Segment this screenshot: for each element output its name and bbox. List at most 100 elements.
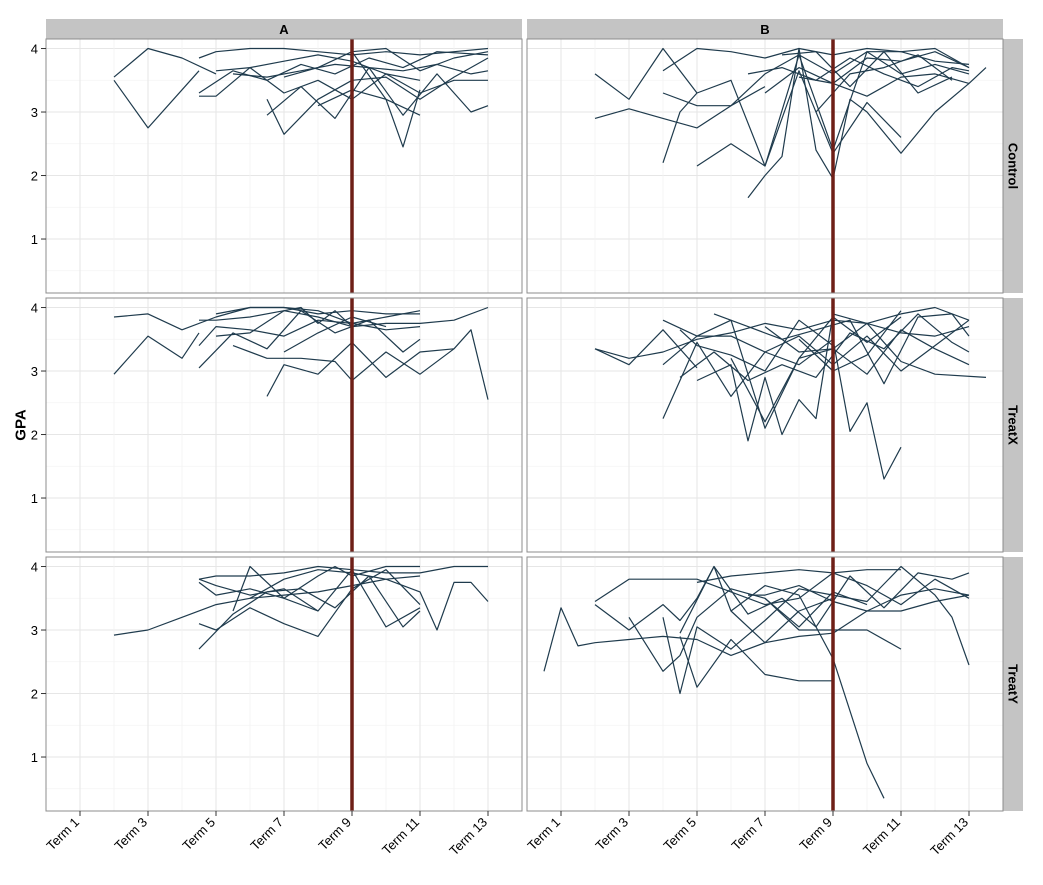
x-tick-label: Term 1 — [43, 815, 82, 854]
series-line — [679, 636, 833, 688]
series-line — [594, 47, 698, 100]
series-line — [198, 51, 489, 94]
y-tick-label: 3 — [31, 364, 38, 379]
y-tick-label: 1 — [31, 750, 38, 765]
series-line — [662, 565, 970, 695]
x-tick-label: Term 9 — [796, 815, 835, 854]
series-line — [351, 47, 489, 72]
x-tick-label: Term 9 — [315, 815, 354, 854]
x-tick-label: Term 5 — [179, 815, 218, 854]
panel — [526, 297, 1004, 553]
facet-label-col: A — [279, 22, 289, 37]
facet-label-col: B — [760, 22, 769, 37]
series-line — [713, 313, 970, 385]
x-tick-label: Term 13 — [927, 815, 971, 859]
series-line — [764, 326, 970, 375]
series-line — [199, 54, 421, 97]
series-line — [198, 319, 421, 347]
y-tick-label: 3 — [31, 105, 38, 120]
series-line — [730, 597, 834, 644]
panel — [45, 556, 523, 812]
series-line — [215, 306, 353, 337]
series-line — [232, 63, 489, 78]
y-tick-label: 4 — [31, 560, 38, 575]
series-line — [198, 578, 319, 612]
y-tick-label: 4 — [31, 301, 38, 316]
x-tick-label: Term 5 — [660, 815, 699, 854]
series-line — [594, 565, 885, 799]
x-tick-label: Term 11 — [860, 815, 903, 858]
x-tick-label: Term 3 — [111, 815, 150, 854]
y-tick-label: 2 — [31, 428, 38, 443]
series-line — [679, 319, 834, 372]
series-line — [747, 57, 970, 88]
series-line — [594, 86, 766, 129]
series-line — [662, 338, 902, 480]
series-line — [198, 569, 421, 638]
series-line — [232, 329, 489, 400]
series-line — [781, 51, 953, 94]
y-tick-label: 3 — [31, 623, 38, 638]
panel-border — [45, 297, 523, 553]
series-line — [283, 316, 387, 353]
x-tick-label: Term 7 — [728, 815, 767, 854]
series-line — [594, 329, 698, 369]
series-line — [232, 565, 420, 612]
series-line — [662, 319, 970, 429]
series-line — [594, 572, 970, 606]
series-line — [594, 306, 970, 359]
series-line — [730, 316, 902, 423]
x-tick-label: Term 13 — [446, 815, 490, 859]
series-line — [198, 565, 488, 580]
series-line — [198, 569, 421, 628]
panel-border — [526, 297, 1004, 553]
facet-label-row: TreatY — [1006, 664, 1021, 704]
series-line — [249, 569, 421, 599]
facet-strip-row — [1003, 298, 1023, 552]
series-line — [696, 569, 901, 583]
series-line — [628, 588, 902, 672]
x-tick-label: Term 3 — [592, 815, 631, 854]
series-line — [198, 47, 489, 59]
facet-strip-col — [46, 19, 522, 39]
facet-label-row: Control — [1006, 143, 1021, 189]
series-line — [798, 310, 902, 372]
series-line — [266, 66, 489, 120]
y-tick-label: 1 — [31, 491, 38, 506]
y-tick-label: 2 — [31, 687, 38, 702]
y-tick-label: 4 — [31, 42, 38, 57]
panel-border — [45, 38, 523, 294]
x-tick-label: Term 7 — [247, 815, 286, 854]
series-line — [113, 578, 489, 636]
panel — [526, 556, 1004, 812]
series-line — [696, 70, 902, 167]
series-line — [113, 47, 217, 78]
facet-strip-row — [1003, 39, 1023, 293]
series-line — [748, 584, 970, 612]
series-line — [215, 306, 421, 324]
series-line — [113, 332, 200, 375]
series-line — [266, 57, 489, 135]
series-line — [113, 70, 200, 129]
facet-strip-row — [1003, 557, 1023, 811]
y-tick-label: 1 — [31, 232, 38, 247]
panel — [45, 38, 523, 294]
x-tick-label: Term 1 — [524, 815, 563, 854]
facet-strip-col — [527, 19, 1003, 39]
y-tick-label: 2 — [31, 169, 38, 184]
series-line — [543, 594, 970, 672]
series-line — [198, 575, 421, 650]
series-line — [696, 313, 987, 442]
series-line — [198, 310, 421, 369]
series-line — [815, 54, 953, 113]
y-axis-title: GPA — [13, 409, 30, 441]
panel-border — [526, 38, 1004, 294]
series-line — [798, 51, 970, 85]
panel — [45, 297, 523, 553]
series-line — [317, 89, 421, 116]
x-tick-label: Term 11 — [379, 815, 422, 858]
series-line — [764, 66, 987, 97]
panel — [526, 38, 1004, 294]
series-line — [764, 591, 868, 628]
